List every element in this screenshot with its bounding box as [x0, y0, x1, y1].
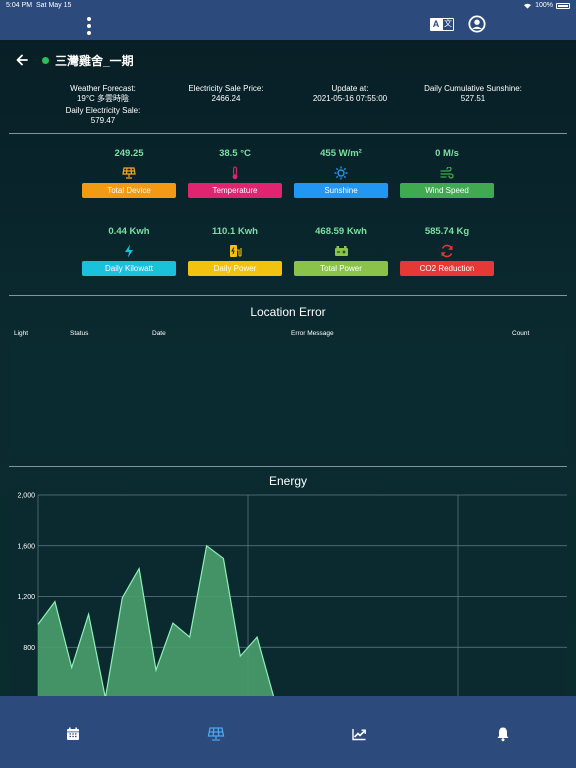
- metric-value: 468.59 Kwh: [315, 226, 367, 237]
- column-status: Status: [70, 330, 89, 337]
- metric-value: 0 M/s: [435, 148, 459, 159]
- metric-daily-power: 110.1 Kwh Daily Power: [188, 226, 282, 276]
- metric-co2-reduction: 585.74 Kg CO2 Reduction: [400, 226, 494, 276]
- metric-label: Temperature: [188, 183, 282, 198]
- metric-label: Daily Kilowatt: [82, 261, 176, 276]
- chart-background: [9, 489, 567, 698]
- metric-label: Wind Speed: [400, 183, 494, 198]
- energy-chart-svg: 2,000 1,600 1,200 800: [9, 489, 567, 698]
- price-value: 2466.24: [211, 94, 241, 103]
- metric-value: 0.44 Kwh: [108, 226, 150, 237]
- update-at: Update at: 2021-05-16 07:55:00: [294, 84, 406, 104]
- site-header: 三灣雞舍_一期: [0, 50, 576, 72]
- status-bar: 5:04 PM Sat May 15 100%: [0, 0, 576, 12]
- y-tick-label: 800: [23, 645, 35, 652]
- update-label: Update at:: [331, 84, 369, 93]
- price-label: Electricity Sale Price:: [188, 84, 264, 93]
- solar-panel-icon: [122, 167, 136, 179]
- error-table-body[interactable]: [9, 343, 567, 455]
- sunshine-label: Daily Cumulative Sunshine:: [424, 84, 522, 93]
- status-right: 100%: [523, 2, 570, 9]
- solar-panel-icon[interactable]: [207, 726, 225, 742]
- metric-value: 455 W/m²: [320, 148, 362, 159]
- battery-percent: 100%: [535, 2, 553, 9]
- electricity-sale-price: Electricity Sale Price: 2466.24: [170, 84, 282, 104]
- daily-sale-value: 579.47: [90, 116, 116, 125]
- bell-icon[interactable]: [495, 726, 511, 742]
- site-title: 三灣雞舍_一期: [55, 54, 134, 68]
- battery-icon: [334, 246, 348, 256]
- calendar-icon[interactable]: [65, 726, 81, 742]
- sunshine-value: 527.51: [460, 94, 486, 103]
- metric-label: Total Power: [294, 261, 388, 276]
- weather-value: 19°C 多雲時陰: [76, 94, 130, 103]
- lightning-icon: [125, 244, 133, 258]
- energy-chart[interactable]: 2,000 1,600 1,200 800: [0, 488, 576, 698]
- thermometer-icon: [232, 166, 238, 180]
- column-count: Count: [512, 330, 530, 337]
- daily-sale-label: Daily Electricity Sale:: [65, 106, 141, 115]
- daily-cumulative-sunshine: Daily Cumulative Sunshine: 527.51: [408, 84, 538, 104]
- divider: [9, 295, 567, 296]
- energy-line: [37, 544, 275, 698]
- battery-icon: [556, 2, 570, 9]
- status-date: Sat May 15: [36, 2, 72, 9]
- weather-forecast: Weather Forecast: 19°C 多雲時陰: [50, 84, 156, 104]
- metric-wind-speed: 0 M/s Wind Speed: [400, 148, 494, 198]
- more-menu-icon[interactable]: [82, 15, 96, 37]
- y-tick-label: 1,600: [17, 543, 35, 550]
- metric-sunshine: 455 W/m² Sunshine: [294, 148, 388, 198]
- back-arrow-icon[interactable]: [15, 53, 29, 67]
- metric-total-power: 468.59 Kwh Total Power: [294, 226, 388, 276]
- update-value: 2021-05-16 07:55:00: [312, 94, 388, 103]
- metric-label: Daily Power: [188, 261, 282, 276]
- wifi-icon: [524, 3, 532, 9]
- refresh-icon: [441, 244, 453, 258]
- metric-value: 38.5 °C: [219, 148, 251, 159]
- ev-charger-icon: [229, 245, 242, 257]
- metric-value: 585.74 Kg: [424, 226, 470, 237]
- metric-label: CO2 Reduction: [400, 261, 494, 276]
- weather-label: Weather Forecast:: [70, 84, 136, 93]
- wind-icon: [440, 167, 454, 179]
- energy-area: [38, 545, 274, 698]
- metric-label: Sunshine: [294, 183, 388, 198]
- bottom-tab-bar: [0, 696, 576, 768]
- status-time: 5:04 PM: [6, 2, 33, 9]
- sun-icon: [334, 166, 348, 180]
- divider: [9, 466, 567, 467]
- metric-temperature: 38.5 °C Temperature: [188, 148, 282, 198]
- column-light: Light: [14, 330, 29, 337]
- error-table-header: Light Status Date Error Message Count: [0, 330, 576, 340]
- account-icon[interactable]: [468, 15, 486, 33]
- divider: [9, 133, 567, 134]
- y-tick-label: 2,000: [17, 493, 35, 500]
- column-date: Date: [152, 330, 166, 337]
- energy-title: Energy: [268, 474, 308, 488]
- metric-value: 110.1 Kwh: [212, 226, 258, 237]
- metric-daily-kilowatt: 0.44 Kwh Daily Kilowatt: [82, 226, 176, 276]
- column-error-message: Error Message: [291, 330, 334, 337]
- location-error-title: Location Error: [250, 305, 326, 319]
- metric-value: 249.25: [114, 148, 144, 159]
- metric-label: Total Device: [82, 183, 176, 198]
- y-tick-label: 1,200: [17, 594, 35, 601]
- metric-total-device: 249.25 Total Device: [82, 148, 176, 198]
- online-status-dot: [42, 57, 49, 64]
- daily-electricity-sale: Daily Electricity Sale: 579.47: [50, 106, 156, 126]
- trending-up-icon[interactable]: [351, 726, 367, 742]
